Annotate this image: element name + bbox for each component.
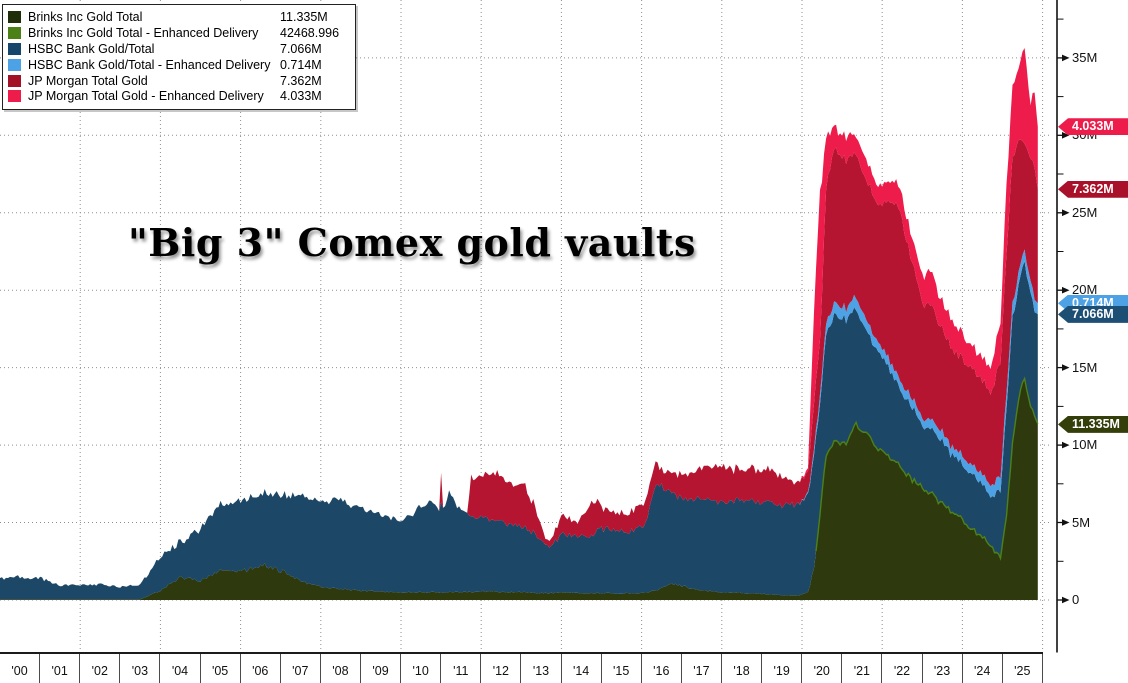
x-axis-year-cell: '07: [281, 654, 321, 683]
last-value-badge-jpm: 7.362M: [1058, 180, 1128, 198]
x-axis-year-cell: '11: [441, 654, 482, 683]
x-axis-year-cell: '20: [802, 654, 843, 683]
legend-swatch-hsbc: [8, 42, 21, 55]
legend-item[interactable]: JP Morgan Total Gold - Enhanced Delivery…: [8, 88, 349, 104]
legend-label: Brinks Inc Gold Total - Enhanced Deliver…: [28, 25, 259, 40]
tick-arrow-icon: [1062, 209, 1070, 217]
legend-item[interactable]: Brinks Inc Gold Total 11.335M: [8, 9, 349, 25]
x-axis-year-cell: '25: [1003, 654, 1043, 683]
x-axis-year-cell: '15: [602, 654, 642, 683]
tick-arrow-icon: [1062, 132, 1070, 139]
x-axis-year-cell: '22: [882, 654, 923, 683]
y-axis-label: 20M: [1072, 282, 1098, 298]
legend-value: 42468.996: [280, 25, 340, 40]
area-jpm: [439, 139, 1038, 548]
y-axis-label: 0: [1072, 592, 1080, 607]
legend-label: HSBC Bank Gold/Total: [28, 41, 155, 56]
legend-value: 7.066M: [280, 41, 322, 56]
y-axis-label: 35M: [1072, 49, 1098, 65]
x-axis-year-cell: '12: [481, 654, 522, 683]
legend-swatch-brinks: [8, 10, 21, 23]
legend-box: Brinks Inc Gold Total 11.335M Brinks Inc…: [2, 4, 356, 111]
area-brinks: [0, 379, 1038, 600]
legend-swatch-hsbc-enhanced: [8, 58, 21, 71]
legend-label: HSBC Bank Gold/Total - Enhanced Delivery: [28, 57, 271, 72]
last-value-badge-brinks: 11.335M: [1058, 415, 1128, 433]
x-axis-year-cell: '14: [562, 654, 602, 683]
tick-arrow-icon: [1062, 286, 1070, 294]
x-axis-year-cell: '19: [762, 654, 803, 683]
x-axis-year-cell: '17: [682, 654, 722, 683]
x-axis-year-cell: '13: [521, 654, 562, 683]
legend-label: JP Morgan Total Gold - Enhanced Delivery: [28, 89, 264, 104]
x-axis-year-cell: '21: [842, 654, 883, 683]
tick-arrow-icon: [1062, 54, 1070, 62]
last-value-badge-hsbc: 7.066M: [1058, 305, 1128, 323]
area-hsbc: [0, 261, 1038, 600]
x-axis-year-cell: '06: [241, 654, 281, 683]
tick-arrow-icon: [1062, 596, 1070, 604]
x-axis-year-cell: '16: [642, 654, 682, 683]
y-axis-label: 25M: [1072, 204, 1098, 220]
legend-item[interactable]: HSBC Bank Gold/Total 7.066M: [8, 41, 349, 57]
legend-label: Brinks Inc Gold Total: [28, 9, 143, 24]
x-axis-year-cell: '02: [80, 654, 121, 683]
legend-swatch-jpm: [8, 74, 21, 87]
x-axis-year-cell: '09: [361, 654, 402, 683]
legend-label: JP Morgan Total Gold: [28, 73, 148, 88]
chart-title: "Big 3" Comex gold vaults: [128, 220, 696, 265]
legend-swatch-brinks-enhanced: [8, 26, 21, 39]
area-jpm-enhanced: [798, 48, 1038, 483]
legend-item[interactable]: Brinks Inc Gold Total - Enhanced Deliver…: [8, 25, 349, 41]
x-axis-year-cell: '01: [40, 654, 81, 683]
x-axis-year-cell: '04: [160, 654, 201, 683]
legend-swatch-jpm-enhanced: [8, 90, 21, 103]
legend-value: 4.033M: [280, 89, 322, 104]
x-axis-year-cell: '23: [923, 654, 963, 683]
tick-arrow-icon: [1062, 519, 1070, 526]
legend-value: 0.714M: [280, 57, 322, 72]
x-axis-year-cell: '08: [321, 654, 361, 683]
legend-value: 7.362M: [280, 73, 322, 88]
x-axis-year-cell: '18: [722, 654, 763, 683]
tick-arrow-icon: [1062, 441, 1070, 449]
x-axis-year-cell: '24: [963, 654, 1003, 683]
legend-value: 11.335M: [280, 9, 328, 24]
line-brinks-enhanced: [815, 376, 1039, 561]
tick-arrow-icon: [1062, 364, 1070, 371]
y-axis-label: 10M: [1072, 437, 1098, 453]
x-axis-strip: '00'01'02'03'04'05'06'07'08'09'10'11'12 '…: [0, 652, 1043, 683]
x-axis-year-cell: '05: [201, 654, 241, 683]
x-axis-year-cell: '00: [0, 654, 41, 683]
last-value-badge-jpm-enhanced: 4.033M: [1058, 118, 1128, 136]
y-axis-label: 5M: [1072, 514, 1091, 530]
legend-item[interactable]: JP Morgan Total Gold 7.362M: [8, 73, 349, 89]
x-axis-year-cell: '10: [401, 654, 442, 683]
area-hsbc-enhanced: [798, 249, 1038, 505]
y-axis-label: 15M: [1072, 359, 1098, 375]
x-axis-year-cell: '03: [120, 654, 161, 683]
legend-item[interactable]: HSBC Bank Gold/Total - Enhanced Delivery…: [8, 57, 349, 73]
